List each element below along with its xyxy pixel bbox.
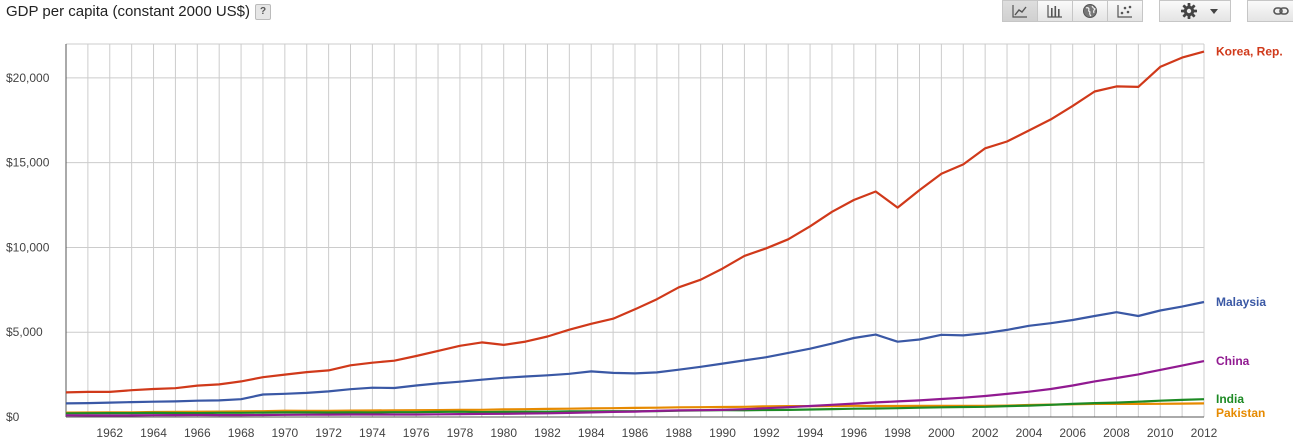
bar-chart-icon xyxy=(1047,5,1062,18)
x-tick-label: 2008 xyxy=(1103,426,1130,440)
series-label-korea-rep[interactable]: Korea, Rep. xyxy=(1216,45,1283,59)
y-tick-label: $10,000 xyxy=(6,240,50,254)
y-tick-label: $15,000 xyxy=(6,156,50,170)
x-tick-label: 1982 xyxy=(534,426,561,440)
x-tick-label: 1976 xyxy=(403,426,430,440)
series-line-korea-rep[interactable] xyxy=(65,50,1205,394)
x-tick-label: 1968 xyxy=(228,426,255,440)
link-button[interactable] xyxy=(1247,0,1293,22)
chevron-down-icon xyxy=(1210,8,1218,14)
chart-title-text: GDP per capita (constant 2000 US$) xyxy=(6,3,251,20)
line-chart-icon xyxy=(1012,5,1027,18)
x-tick-label: 1996 xyxy=(840,426,867,440)
x-tick-label: 1986 xyxy=(622,426,649,440)
chart-grid xyxy=(65,43,1205,418)
scatter-view-button[interactable] xyxy=(1107,0,1143,22)
scatter-chart-icon xyxy=(1117,5,1132,18)
link-icon xyxy=(1273,7,1289,15)
bar-chart-view-button[interactable] xyxy=(1037,0,1073,22)
series-line-china[interactable] xyxy=(65,360,1205,417)
x-tick-label: 2000 xyxy=(928,426,955,440)
series-line-malaysia[interactable] xyxy=(65,300,1205,405)
gear-icon xyxy=(1181,3,1197,19)
x-tick-label: 2010 xyxy=(1147,426,1174,440)
x-tick-label: 1966 xyxy=(184,426,211,440)
map-view-button[interactable] xyxy=(1072,0,1108,22)
x-tick-label: 1988 xyxy=(665,426,692,440)
x-tick-label: 1972 xyxy=(315,426,342,440)
x-tick-label: 1998 xyxy=(884,426,911,440)
x-tick-label: 1992 xyxy=(753,426,780,440)
x-tick-label: 1984 xyxy=(578,426,605,440)
y-tick-label: $20,000 xyxy=(6,71,50,85)
line-chart-view-button[interactable] xyxy=(1002,0,1038,22)
y-tick-label: $5,000 xyxy=(6,325,43,339)
x-tick-label: 1974 xyxy=(359,426,386,440)
x-tick-label: 2012 xyxy=(1191,426,1218,440)
y-tick-label: $0 xyxy=(6,410,20,424)
globe-map-icon xyxy=(1083,4,1097,18)
x-tick-label: 2002 xyxy=(972,426,999,440)
x-tick-label: 1964 xyxy=(140,426,167,440)
x-tick-label: 1980 xyxy=(490,426,517,440)
x-tick-label: 1970 xyxy=(271,426,298,440)
series-label-malaysia[interactable]: Malaysia xyxy=(1216,295,1266,309)
chart-title: GDP per capita (constant 2000 US$)? xyxy=(6,3,272,20)
x-tick-label: 1990 xyxy=(709,426,736,440)
series-label-india[interactable]: India xyxy=(1216,392,1244,406)
x-tick-label: 1978 xyxy=(447,426,474,440)
x-tick-label: 1962 xyxy=(96,426,123,440)
settings-button[interactable] xyxy=(1159,0,1231,22)
help-button[interactable]: ? xyxy=(255,4,272,20)
x-tick-label: 1994 xyxy=(797,426,824,440)
series-label-china[interactable]: China xyxy=(1216,354,1250,368)
x-tick-label: 2004 xyxy=(1016,426,1043,440)
x-tick-label: 2006 xyxy=(1059,426,1086,440)
series-label-pakistan[interactable]: Pakistan xyxy=(1216,406,1265,420)
